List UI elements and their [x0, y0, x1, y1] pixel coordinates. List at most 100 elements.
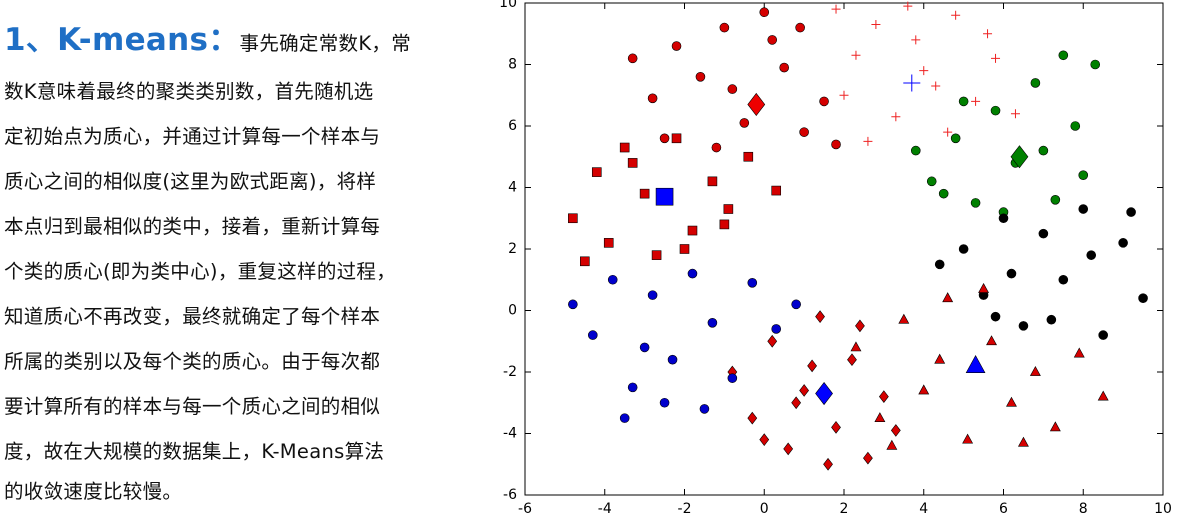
heading: 1、K-means： — [4, 22, 240, 58]
point — [1078, 170, 1089, 180]
point — [1097, 390, 1109, 401]
point — [1006, 268, 1017, 279]
point — [1073, 347, 1085, 358]
point — [743, 151, 754, 162]
point — [918, 384, 930, 395]
point — [1038, 145, 1049, 156]
point — [1078, 204, 1089, 214]
y-tick-label: -4 — [503, 426, 517, 442]
point — [1018, 321, 1029, 331]
y-tick-label: -6 — [503, 487, 517, 503]
point — [707, 176, 718, 187]
x-tick-label: 8 — [1079, 501, 1088, 517]
point — [659, 133, 670, 144]
point — [727, 84, 738, 94]
point — [986, 335, 997, 346]
point — [739, 118, 750, 128]
y-tick-label: -2 — [503, 364, 517, 380]
point — [978, 282, 990, 293]
point — [934, 259, 945, 270]
x-tick-label: 4 — [919, 501, 928, 517]
point — [711, 142, 722, 153]
point — [651, 250, 662, 260]
point — [962, 433, 974, 444]
point — [687, 268, 698, 279]
x-tick-label: 0 — [760, 501, 769, 517]
point — [863, 451, 873, 465]
point — [627, 382, 638, 393]
point — [1029, 365, 1041, 376]
point — [958, 244, 969, 254]
point — [1030, 78, 1041, 88]
centroid — [903, 74, 921, 92]
point — [627, 53, 638, 64]
point — [783, 442, 794, 456]
point — [815, 310, 825, 323]
point — [971, 96, 981, 106]
point — [1126, 207, 1136, 217]
point — [639, 342, 650, 353]
centroid — [747, 92, 766, 117]
x-tick-label: 10 — [1154, 501, 1172, 517]
point — [723, 204, 734, 214]
point — [568, 299, 578, 310]
point — [1118, 238, 1128, 248]
point — [771, 185, 782, 196]
point — [759, 7, 770, 18]
point — [679, 244, 690, 254]
point — [647, 290, 658, 300]
y-tick-label: 0 — [508, 303, 517, 319]
point — [911, 35, 921, 45]
point — [950, 133, 961, 144]
point — [823, 457, 833, 471]
text-line: 度，故在大规模的数据集上，K-Means算法 — [4, 440, 385, 463]
y-tick-label: 10 — [499, 0, 517, 11]
point — [938, 188, 949, 199]
centroid — [965, 355, 986, 373]
point — [747, 411, 758, 425]
point — [990, 311, 1001, 322]
point — [943, 127, 953, 137]
plot-frame — [524, 2, 1164, 496]
point — [934, 353, 946, 364]
y-tick-label: 4 — [508, 180, 517, 196]
point — [991, 53, 1001, 63]
point — [779, 62, 789, 73]
point — [850, 341, 862, 352]
point — [1058, 50, 1069, 61]
point — [970, 198, 981, 208]
point — [667, 354, 678, 365]
point — [587, 330, 598, 340]
y-tick-label: 2 — [508, 241, 517, 257]
text-line: 质心之间的相似度(这里为欧式距离)，将样 — [4, 170, 377, 193]
point — [847, 353, 857, 367]
point — [671, 41, 682, 51]
point — [874, 412, 886, 423]
point — [1049, 421, 1061, 432]
text-line: 数K意味着最终的聚类类别数，首先随机选 — [4, 80, 374, 103]
x-tick-label: 2 — [840, 501, 849, 517]
point — [771, 324, 782, 334]
point — [707, 317, 718, 328]
text-line: 本点归到最相似的类中，接着，重新计算每 — [4, 215, 381, 238]
point — [627, 158, 638, 168]
point — [799, 384, 810, 397]
point — [1090, 59, 1101, 70]
point — [767, 334, 778, 348]
point — [639, 188, 650, 199]
point — [695, 72, 706, 82]
point — [791, 299, 801, 310]
y-tick-label: 8 — [508, 57, 517, 73]
point — [671, 133, 682, 144]
point — [607, 274, 618, 285]
text-line: 要计算所有的样本与每一个质心之间的相似 — [4, 395, 381, 418]
point — [851, 50, 861, 60]
point — [591, 167, 602, 177]
point — [831, 139, 841, 150]
point — [659, 397, 670, 408]
point — [759, 433, 770, 446]
point — [791, 396, 802, 410]
x-tick-label: 6 — [999, 501, 1008, 517]
point — [926, 176, 937, 187]
